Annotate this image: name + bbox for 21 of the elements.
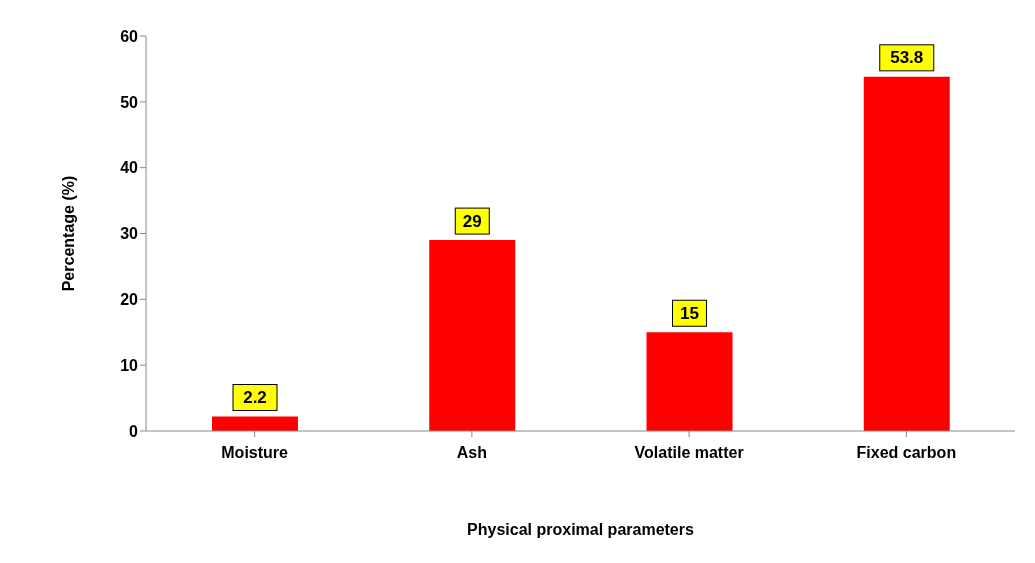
bar — [646, 332, 733, 431]
y-tick-label: 20 — [120, 291, 139, 309]
y-tick-label: 30 — [120, 225, 139, 243]
x-tick-label: Ash — [456, 444, 487, 462]
x-axis-title: Physical proximal parameters — [467, 521, 694, 538]
data-label: 29 — [462, 211, 482, 231]
y-axis-title: Percentage (%) — [59, 175, 77, 292]
y-tick-label: 40 — [120, 159, 139, 177]
x-tick-label: Moisture — [221, 444, 289, 462]
x-tick-label: Volatile matter — [634, 444, 744, 462]
y-tick-label: 50 — [120, 93, 139, 111]
y-tick-label: 0 — [129, 422, 139, 440]
bar — [212, 416, 298, 431]
bar — [863, 76, 950, 431]
x-tick-label: Fixed carbon — [856, 444, 957, 462]
data-label: 15 — [680, 303, 699, 323]
y-tick-label: 10 — [120, 356, 139, 374]
data-label: 2.2 — [243, 388, 267, 408]
y-tick-label: 60 — [120, 27, 139, 45]
bar — [429, 240, 516, 431]
data-label: 53.8 — [890, 48, 924, 68]
